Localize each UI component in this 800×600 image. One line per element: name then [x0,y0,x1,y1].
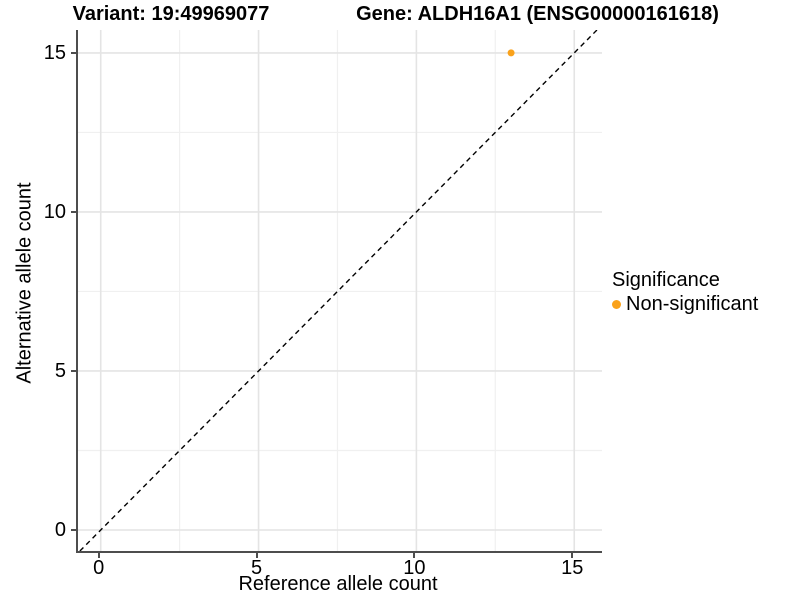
y-tick-label: 10 [43,200,66,223]
x-tick-label: 0 [93,557,105,579]
legend-point-icon [612,299,621,309]
x-axis-title: Reference allele count [238,573,438,595]
plot-panel [76,30,602,553]
y-tick-label: 15 [43,41,66,64]
y-tick-mark [71,51,76,54]
x-tick-label: 5 [250,557,263,579]
legend: Significance Non-significant [612,268,758,316]
identity-dashed-line [79,30,598,551]
legend-title: Significance [612,269,720,291]
x-tick-label: 15 [561,557,584,579]
x-tick-mark [97,553,100,558]
scatter-plot-canvas [78,30,602,551]
x-tick-mark [571,553,574,558]
y-tick-label: 5 [54,359,66,382]
x-tick-mark [255,553,258,558]
x-tick-label: 10 [403,557,426,579]
data-point [507,49,515,57]
y-tick-mark [71,210,76,213]
y-tick-mark [71,529,76,531]
y-tick-label: 0 [54,519,66,541]
legend-entry: Non-significant [612,292,758,316]
y-tick-mark [71,369,76,372]
x-tick-mark [413,553,416,558]
legend-entry-label: Non-significant [626,292,759,315]
variant-title: Variant: 19:49969077 [72,3,270,25]
gene-title: Gene: ALDH16A1 (ENSG00000161618) [356,3,719,25]
